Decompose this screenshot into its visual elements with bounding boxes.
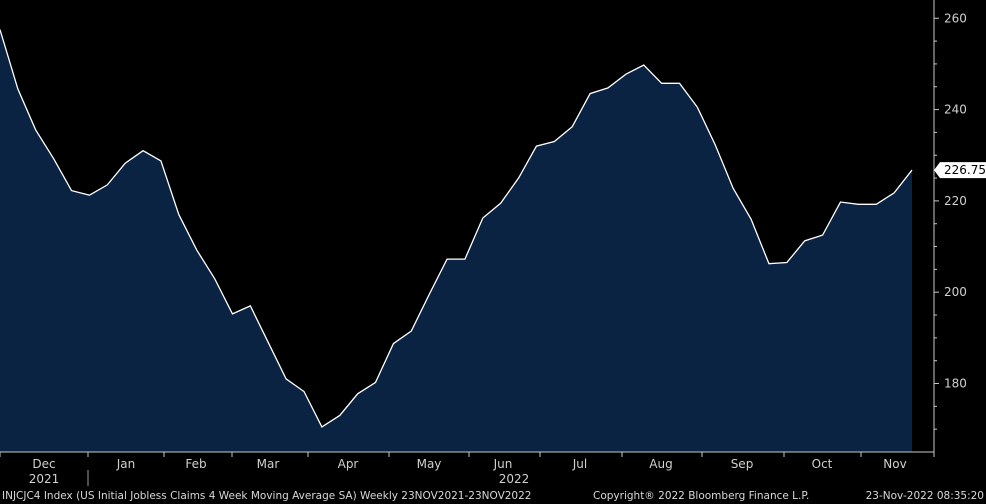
series-line — [0, 29, 913, 428]
footer-timestamp: 23-Nov-2022 08:35:20 — [865, 490, 984, 502]
y-tick-label: 240 — [944, 103, 967, 117]
x-tick-label: Feb — [185, 457, 206, 471]
x-tick-label: Apr — [338, 457, 359, 471]
x-tick-label: Oct — [812, 457, 833, 471]
jobless-claims-chart: 180 200 220 240 260 226.75 Dec Jan Feb Mar Apr May J… — [0, 0, 986, 486]
plot-area — [0, 29, 913, 453]
x-tick-label: May — [417, 457, 442, 471]
y-tick-label: 260 — [944, 11, 967, 25]
footer-description: INJCJC4 Index (US Initial Jobless Claims… — [2, 490, 532, 502]
footer-copyright: Copyright® 2022 Bloomberg Finance L.P. — [593, 490, 810, 502]
x-tick-label: Jun — [493, 457, 513, 471]
y-tick-label: 200 — [944, 285, 967, 299]
axes: 180 200 220 240 260 226.75 Dec Jan Feb Mar Apr May J… — [0, 0, 986, 486]
x-tick-label: Sep — [731, 457, 754, 471]
chart-footer: INJCJC4 Index (US Initial Jobless Claims… — [0, 487, 986, 504]
last-value-label: 226.75 — [944, 163, 986, 177]
x-tick-label: Aug — [649, 457, 672, 471]
x-tick-label: Dec — [32, 457, 55, 471]
x-tick-label: Jan — [116, 457, 136, 471]
y-tick-label: 220 — [944, 194, 967, 208]
x-tick-label: Mar — [257, 457, 280, 471]
series-area — [0, 29, 912, 453]
last-value-badge — [934, 162, 986, 179]
y-tick-label: 180 — [944, 377, 967, 391]
x-tick-label: Nov — [883, 457, 906, 471]
x-tick-label: Jul — [572, 457, 587, 471]
year-label: 2021 — [29, 472, 60, 486]
year-label: 2022 — [499, 472, 530, 486]
